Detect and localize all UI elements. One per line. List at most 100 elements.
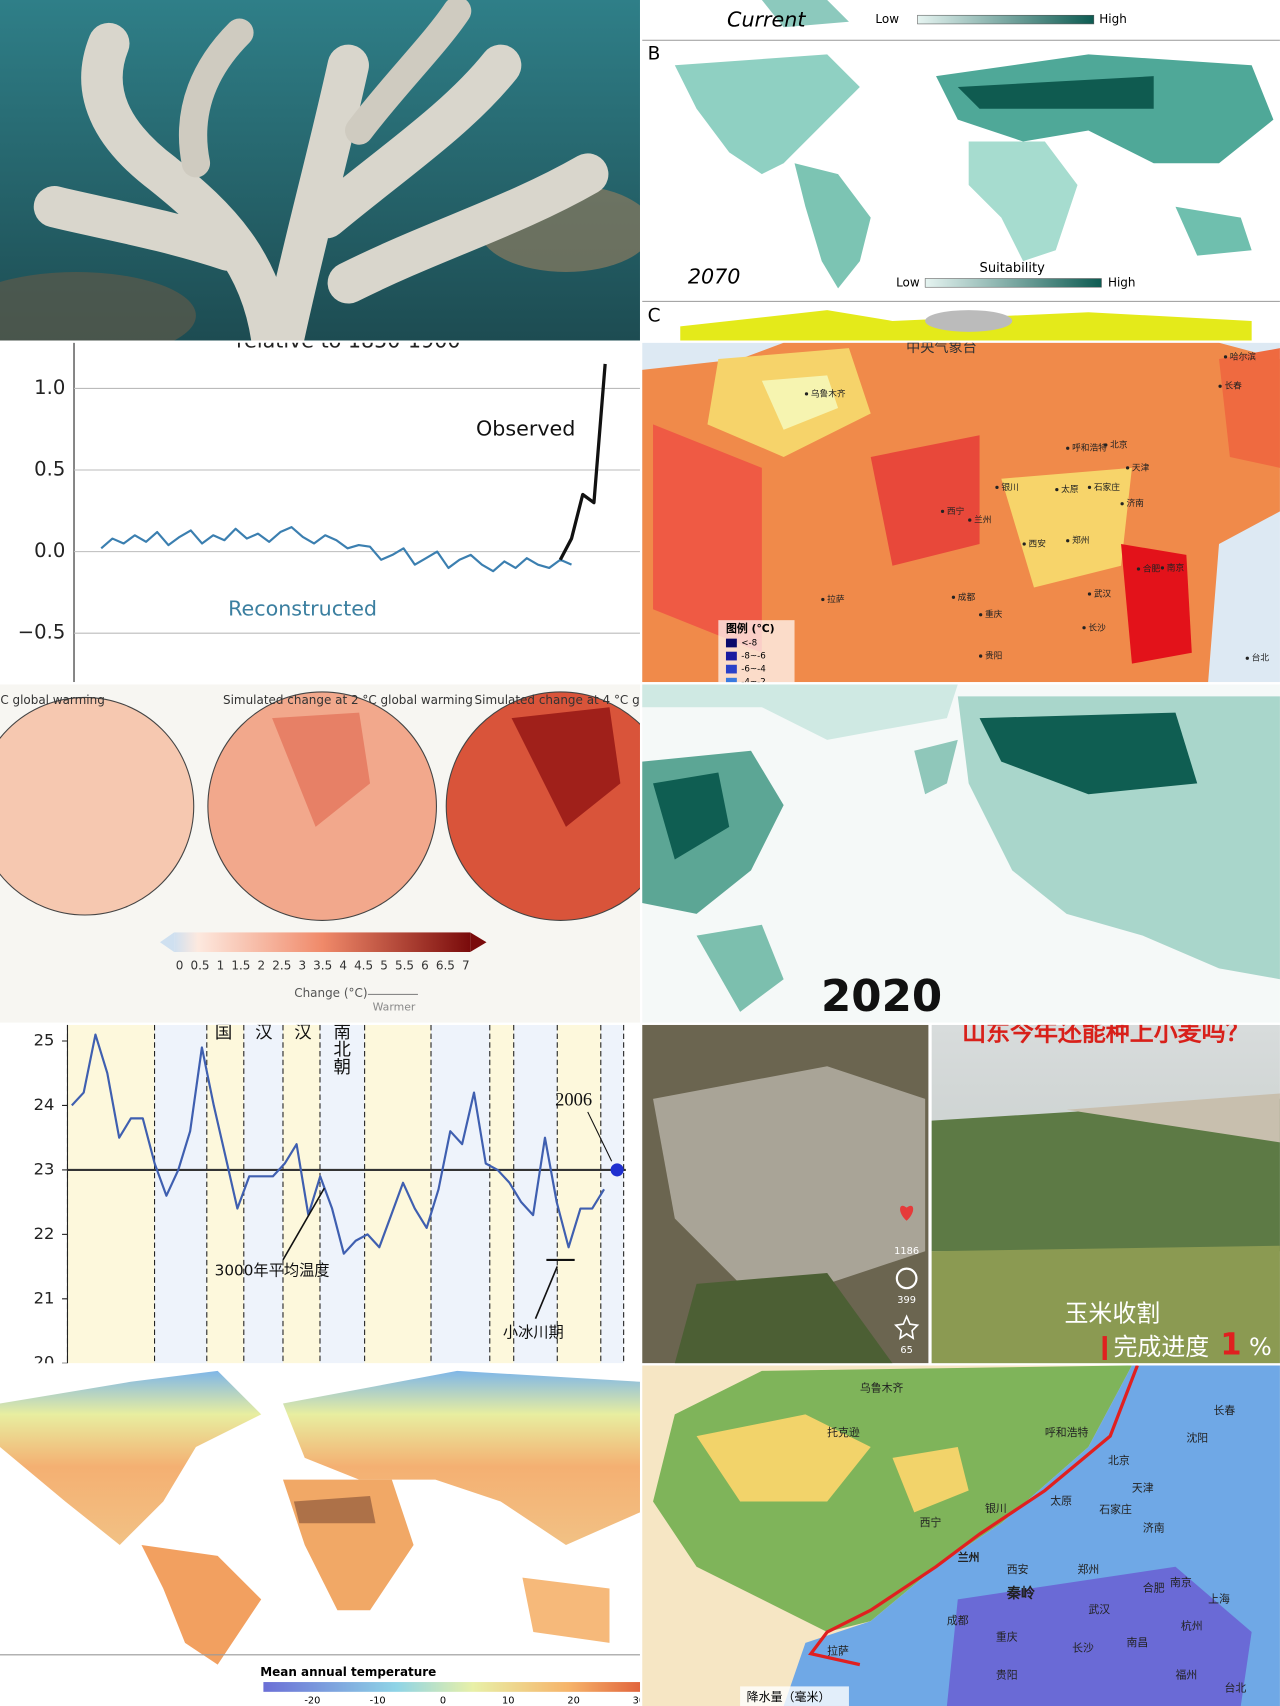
y-tick-label: −0.5 <box>18 621 66 644</box>
highlight-point <box>610 1163 624 1177</box>
place-label: 贵阳 <box>996 1669 1018 1682</box>
colorbar-tick: 2 <box>258 959 266 973</box>
city-dot <box>979 613 983 617</box>
y-tick-label: 21 <box>34 1288 55 1307</box>
panel-label: Current <box>727 8 806 32</box>
city-label: 武汉 <box>1094 588 1112 600</box>
legend-swatch <box>725 651 737 661</box>
arrow <box>587 1111 613 1162</box>
place-label: 成都 <box>947 1614 969 1627</box>
city-dot <box>1066 539 1070 543</box>
colorbar-tick: 1 <box>217 959 225 973</box>
colorbar-tick: 3 <box>298 959 306 973</box>
city-label: 郑州 <box>1072 534 1089 546</box>
period-label: 汉 <box>291 1023 311 1040</box>
period-band <box>431 1024 490 1364</box>
colorbar-tick: 5 <box>380 959 388 973</box>
comment-count: 399 <box>897 1295 916 1306</box>
colorbar-tick: 6 <box>421 959 429 973</box>
favorite-icon[interactable] <box>894 1314 920 1340</box>
place-label: 济南 <box>1143 1521 1165 1535</box>
y-tick-label: 0.0 <box>34 539 65 562</box>
legend-low: Low <box>875 12 899 26</box>
place-label: 合肥 <box>1143 1580 1165 1594</box>
city-dot <box>968 518 972 522</box>
city-dot <box>1223 355 1228 359</box>
colorbar-label: Change (°C) <box>294 986 367 1000</box>
city-label: 长沙 <box>1088 621 1106 633</box>
colorbar-tick: 1.5 <box>231 959 250 973</box>
colorbar-title: Mean annual temperature <box>260 1665 436 1679</box>
arrow <box>534 1266 559 1319</box>
series-line <box>71 1033 605 1255</box>
y-tick-label: 25 <box>34 1031 55 1050</box>
y-tick-label: 24 <box>34 1095 55 1114</box>
colorbar-tick: 4.5 <box>354 959 373 973</box>
place-label: 秦岭 <box>1006 1585 1036 1602</box>
city-dot <box>979 654 983 658</box>
city-dot <box>1087 592 1092 596</box>
city-label: 石家庄 <box>1094 481 1120 493</box>
legend-title: 图例 (℃) <box>726 621 775 635</box>
panel-title: Simulated change at 4 °C global warming <box>475 693 725 707</box>
panel-label: 2070 <box>688 264 741 288</box>
city-dot <box>995 485 999 490</box>
harvest-video: 山东今年还能种上小麦吗？ 1186 399 65 玉米收割 完成进度 1 % <box>642 1019 1280 1364</box>
colorbar-arrow-label: Warmer <box>373 1000 416 1013</box>
video-title: 山东今年还能种上小麦吗？ <box>962 1019 1249 1047</box>
city-dot <box>1066 446 1070 450</box>
legend-swatch <box>725 664 737 674</box>
series-label: Reconstructed <box>228 596 377 620</box>
place-label: 长沙 <box>1072 1641 1094 1654</box>
place-label: 郑州 <box>1078 1562 1100 1576</box>
city-dot <box>1125 466 1130 470</box>
colorbar-tick: 5.5 <box>395 959 414 973</box>
comment-icon[interactable] <box>895 1267 918 1290</box>
city-dot <box>1104 443 1108 447</box>
suitability-maps: Current Low High B 2070 Suitability Low … <box>642 0 1280 341</box>
place-label: 南京 <box>1170 1575 1192 1589</box>
city-dot <box>1218 384 1222 388</box>
city-dot <box>804 392 809 396</box>
colorbar-tick: 0 <box>440 1696 446 1706</box>
legend-swatch <box>725 638 737 648</box>
period-band <box>206 1024 244 1364</box>
place-label: 长春 <box>1214 1404 1236 1417</box>
colorbar-tick: 7 <box>462 959 470 973</box>
colorbar-tick: 30 <box>633 1696 645 1706</box>
panel-title: Simulated change at 2 °C global warming <box>223 693 473 707</box>
legend-item: <-8 <box>741 639 757 649</box>
city-label: 哈尔滨 <box>1230 350 1256 362</box>
like-icon[interactable] <box>900 1205 914 1221</box>
highlight-label: 2006 <box>555 1089 592 1109</box>
city-dot <box>1087 485 1092 490</box>
city-label: 台北 <box>1252 652 1270 664</box>
city-label: 兰州 <box>974 514 991 526</box>
panel-letter: B <box>648 43 661 64</box>
city-label: 长春 <box>1224 380 1242 392</box>
legend-high: High <box>1108 275 1136 289</box>
city-label: 乌鲁木齐 <box>811 387 846 399</box>
place-label: 天津 <box>1132 1481 1154 1494</box>
city-label: 贵阳 <box>985 650 1002 662</box>
period-band <box>67 1024 155 1364</box>
city-dot <box>951 595 956 599</box>
arrow <box>282 1187 326 1261</box>
colorbar-tick: 0.5 <box>191 959 210 973</box>
y-tick-label: 20 <box>34 1353 55 1372</box>
place-label: 西安 <box>1007 1562 1029 1576</box>
colorbar-tick: 6.5 <box>436 959 455 973</box>
period-label: 国至南北朝 <box>331 988 351 1076</box>
annotation: 小冰川期 <box>503 1323 564 1341</box>
colorbar-tick: 2.5 <box>272 959 291 973</box>
y-tick-label: 23 <box>34 1159 55 1178</box>
period-label: 汉 <box>252 1023 272 1040</box>
city-label: 拉萨 <box>827 593 845 605</box>
colorbar-tick: 3.5 <box>313 959 332 973</box>
favorite-count: 65 <box>900 1345 912 1356</box>
y-tick-label: 0.5 <box>34 458 65 481</box>
progress-value: 1 <box>1220 1327 1241 1362</box>
